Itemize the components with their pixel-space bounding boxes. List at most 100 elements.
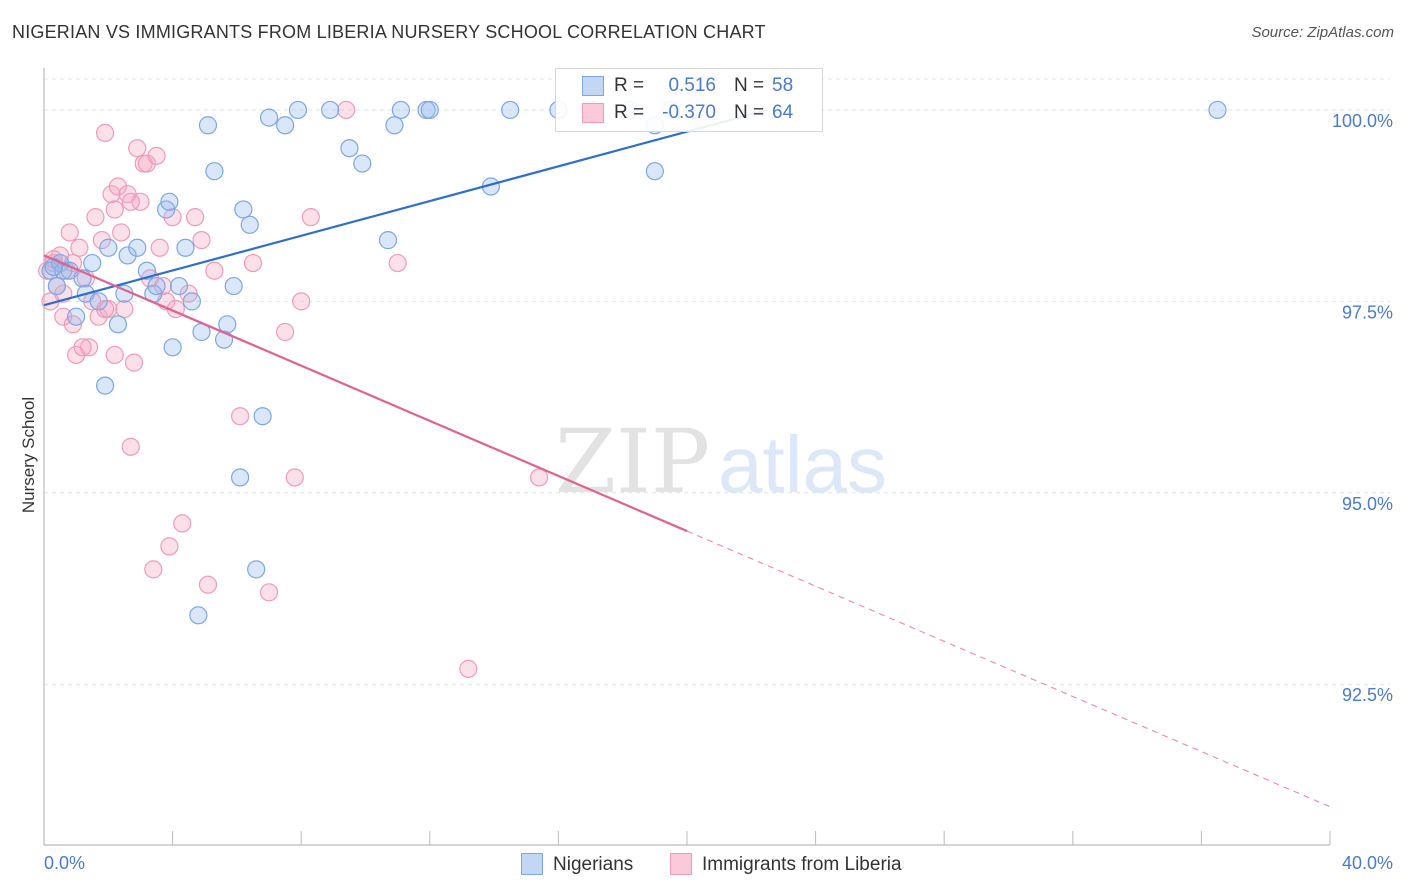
liberia-point (73, 338, 92, 357)
liberia-point (285, 468, 304, 487)
liberia-point (459, 659, 478, 678)
nigerians-point (182, 292, 201, 311)
nigerians-point (147, 276, 166, 296)
watermark-zip: ZIP (555, 410, 710, 513)
nigerians-point (1208, 100, 1227, 120)
gridlines (44, 78, 1390, 685)
nigerians-point (169, 276, 189, 296)
nigerians-trend-line (43, 108, 768, 307)
liberia-point (150, 238, 169, 257)
liberia-point (112, 223, 131, 242)
legend-n-label: N = (734, 102, 765, 123)
nigerians-point (224, 276, 243, 296)
x-tick-label: 40.0% (1342, 853, 1393, 873)
nigerians-point (128, 238, 147, 257)
legend-r-value: -0.370 (662, 102, 716, 123)
liberia-point (124, 353, 144, 372)
liberia-point (388, 253, 407, 273)
y-axis-label: Nursery School (19, 397, 38, 513)
liberia-trend-line (43, 254, 688, 533)
liberia-point (173, 514, 192, 533)
nigerians-point (108, 315, 128, 334)
nigerians-point (67, 307, 86, 326)
nigerians-point (288, 100, 308, 120)
liberia-point (259, 583, 279, 602)
bottom-legend: Nigerians Immigrants from Liberia (0, 850, 1406, 880)
liberia-point (86, 208, 105, 227)
source-label: Source: ZipAtlas.com (1251, 24, 1394, 41)
nigerians-point (83, 253, 102, 273)
nigerians-point (198, 116, 218, 135)
y-tick-label: 97.5% (1342, 302, 1393, 322)
trend-lines (43, 108, 1331, 808)
legend-r-value: 0.516 (668, 75, 716, 96)
legend-swatch-nigerians (582, 76, 604, 96)
nigerians-point (253, 407, 272, 426)
legend-swatch-liberia (582, 103, 604, 123)
chart-title: NIGERIAN VS IMMIGRANTS FROM LIBERIA NURS… (12, 22, 766, 42)
bottom-legend-label: Immigrants from Liberia (702, 854, 902, 875)
liberia-point (121, 437, 140, 456)
liberia-point (198, 575, 218, 594)
legend-n-label: N = (734, 75, 765, 96)
liberia-point (60, 223, 79, 242)
liberia-point (131, 192, 150, 211)
liberia-point (205, 261, 224, 280)
nigerians-point (99, 238, 118, 257)
nigerians-point (189, 606, 208, 625)
liberia-point (95, 123, 115, 143)
tick-labels: 92.5% 95.0% 97.5% 100.0% 0.0% 40.0% (44, 111, 1393, 873)
liberia-point (70, 238, 89, 257)
nigerians-point (420, 100, 439, 120)
nigerians-point (378, 231, 398, 250)
nigerians-point (137, 261, 156, 280)
nigerians-point (353, 154, 372, 173)
nigerians-point (321, 100, 340, 120)
nigerians-point (645, 162, 664, 181)
nigerians-point (259, 108, 279, 127)
liberia-point (144, 560, 163, 579)
legend: R = 0.516 N = 58 R = -0.370 N = 64 (555, 68, 823, 132)
nigerians-point (163, 338, 182, 357)
nigerians-point (247, 560, 266, 579)
bottom-legend-swatch-nigerians (521, 853, 543, 875)
nigerians-point (89, 292, 108, 311)
liberia-point (153, 276, 173, 296)
liberia-point (115, 299, 134, 319)
x-tick-label: 0.0% (44, 853, 85, 873)
nigerians-point (205, 162, 224, 181)
liberia-point (243, 253, 263, 273)
y-tick-label: 92.5% (1342, 685, 1393, 705)
liberia-point (137, 154, 156, 173)
liberia-trend-extrapolation (686, 530, 1331, 808)
liberia-point (337, 100, 356, 120)
nigerians-point (160, 192, 179, 211)
legend-n-value: 58 (772, 75, 794, 96)
nigerians-point (231, 468, 250, 487)
liberia-point (128, 139, 147, 158)
liberia-point (79, 338, 99, 357)
nigerians-point (501, 100, 520, 120)
liberia-point (186, 208, 205, 227)
liberia-point (108, 177, 128, 196)
legend-n-value: 64 (772, 102, 794, 123)
nigerians-point (47, 276, 66, 296)
nigerians-point (176, 238, 195, 257)
liberia-point (231, 407, 250, 426)
liberia-point (121, 192, 140, 211)
liberia-point (301, 208, 320, 227)
liberia-point (105, 200, 124, 219)
y-tick-label: 95.0% (1342, 494, 1393, 514)
legend-r-label: R = (614, 75, 645, 96)
bottom-legend-swatch-liberia (670, 853, 692, 875)
liberia-point (276, 322, 295, 342)
y-tick-label: 100.0% (1332, 111, 1393, 131)
nigerians-point (95, 376, 115, 395)
nigerians-point (234, 200, 253, 219)
axes (43, 68, 1331, 846)
liberia-points (38, 100, 549, 678)
nigerians-point (340, 139, 359, 158)
liberia-point (105, 345, 124, 365)
nigerians-point (276, 116, 295, 135)
